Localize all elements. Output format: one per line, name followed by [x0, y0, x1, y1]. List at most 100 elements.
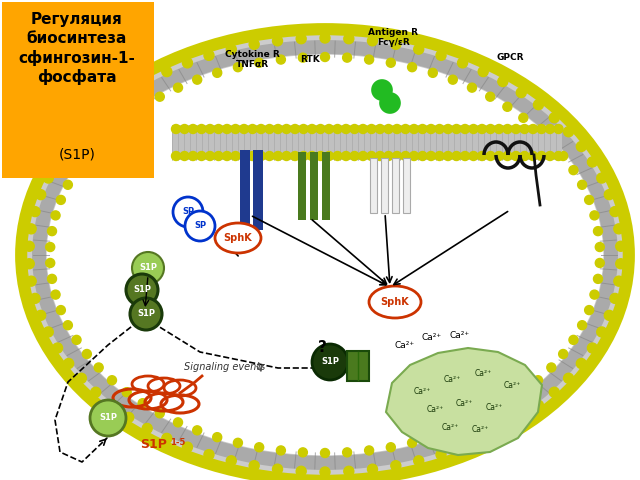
Circle shape [520, 152, 529, 160]
Circle shape [197, 124, 206, 133]
Circle shape [391, 39, 401, 49]
Circle shape [469, 124, 478, 133]
Circle shape [367, 124, 376, 133]
Circle shape [461, 124, 470, 133]
Text: S1P: S1P [99, 413, 117, 422]
Circle shape [173, 197, 203, 227]
Circle shape [124, 412, 134, 422]
Circle shape [384, 124, 393, 133]
Circle shape [372, 80, 392, 100]
Circle shape [444, 152, 452, 160]
Circle shape [173, 418, 182, 427]
Circle shape [122, 388, 131, 396]
Circle shape [299, 124, 308, 133]
Circle shape [172, 124, 180, 133]
Circle shape [458, 442, 468, 452]
Text: ?: ? [317, 340, 326, 356]
Circle shape [56, 195, 65, 204]
Circle shape [223, 124, 232, 133]
Circle shape [444, 124, 452, 133]
Circle shape [616, 241, 626, 251]
Circle shape [458, 58, 468, 68]
Circle shape [122, 113, 131, 122]
Text: RTK: RTK [300, 55, 320, 64]
Circle shape [90, 400, 126, 436]
Circle shape [189, 124, 198, 133]
Circle shape [585, 306, 594, 314]
Circle shape [63, 321, 72, 330]
Text: 1-5: 1-5 [170, 438, 186, 447]
Circle shape [124, 87, 134, 97]
Circle shape [173, 83, 182, 92]
Circle shape [307, 124, 317, 133]
Circle shape [413, 456, 424, 466]
Circle shape [554, 124, 563, 133]
Circle shape [534, 376, 543, 385]
Circle shape [45, 258, 55, 267]
Circle shape [342, 53, 351, 62]
Circle shape [503, 102, 512, 111]
Text: Ca²⁺: Ca²⁺ [422, 334, 442, 343]
Circle shape [204, 450, 214, 460]
Circle shape [265, 152, 274, 160]
Text: Ca²⁺: Ca²⁺ [504, 381, 520, 389]
FancyBboxPatch shape [240, 150, 250, 230]
Circle shape [350, 152, 359, 160]
Circle shape [189, 152, 198, 160]
Text: Ca²⁺: Ca²⁺ [450, 331, 470, 339]
Circle shape [577, 359, 586, 369]
Circle shape [410, 152, 419, 160]
Circle shape [408, 63, 417, 72]
Circle shape [273, 152, 282, 160]
Circle shape [291, 124, 300, 133]
Circle shape [376, 152, 385, 160]
Circle shape [312, 344, 348, 380]
Circle shape [435, 152, 444, 160]
Text: S1P: S1P [321, 358, 339, 367]
Circle shape [593, 227, 602, 236]
Circle shape [47, 275, 56, 283]
Circle shape [273, 124, 282, 133]
Circle shape [52, 343, 63, 353]
Circle shape [564, 373, 573, 383]
Circle shape [162, 433, 172, 444]
Circle shape [321, 448, 330, 457]
Circle shape [537, 152, 546, 160]
Circle shape [276, 446, 285, 455]
Circle shape [132, 252, 164, 284]
FancyBboxPatch shape [322, 152, 330, 220]
Circle shape [401, 124, 410, 133]
Circle shape [520, 124, 529, 133]
Circle shape [547, 138, 556, 147]
Circle shape [214, 124, 223, 133]
Circle shape [44, 173, 53, 183]
Circle shape [452, 152, 461, 160]
Circle shape [461, 152, 470, 160]
Circle shape [316, 152, 325, 160]
FancyBboxPatch shape [381, 158, 388, 213]
Circle shape [588, 343, 597, 353]
Circle shape [578, 321, 587, 330]
Circle shape [255, 58, 264, 67]
Circle shape [595, 242, 604, 252]
Circle shape [257, 124, 266, 133]
Circle shape [448, 75, 458, 84]
Text: S1P: S1P [133, 286, 151, 295]
Circle shape [273, 36, 282, 46]
Circle shape [529, 152, 538, 160]
Circle shape [172, 152, 180, 160]
Text: Ca²⁺: Ca²⁺ [485, 403, 502, 411]
Circle shape [547, 363, 556, 372]
Ellipse shape [215, 223, 261, 253]
Circle shape [227, 44, 236, 54]
Circle shape [467, 83, 476, 92]
Circle shape [413, 44, 424, 54]
Circle shape [44, 327, 53, 337]
Circle shape [63, 180, 72, 189]
Text: Регуляция
биосинтеза
сфингозин-1-
фосфата: Регуляция биосинтеза сфингозин-1- фосфат… [19, 12, 136, 85]
FancyBboxPatch shape [403, 158, 410, 213]
FancyBboxPatch shape [172, 125, 562, 160]
FancyBboxPatch shape [392, 158, 399, 213]
Circle shape [590, 211, 599, 220]
Circle shape [298, 448, 307, 457]
